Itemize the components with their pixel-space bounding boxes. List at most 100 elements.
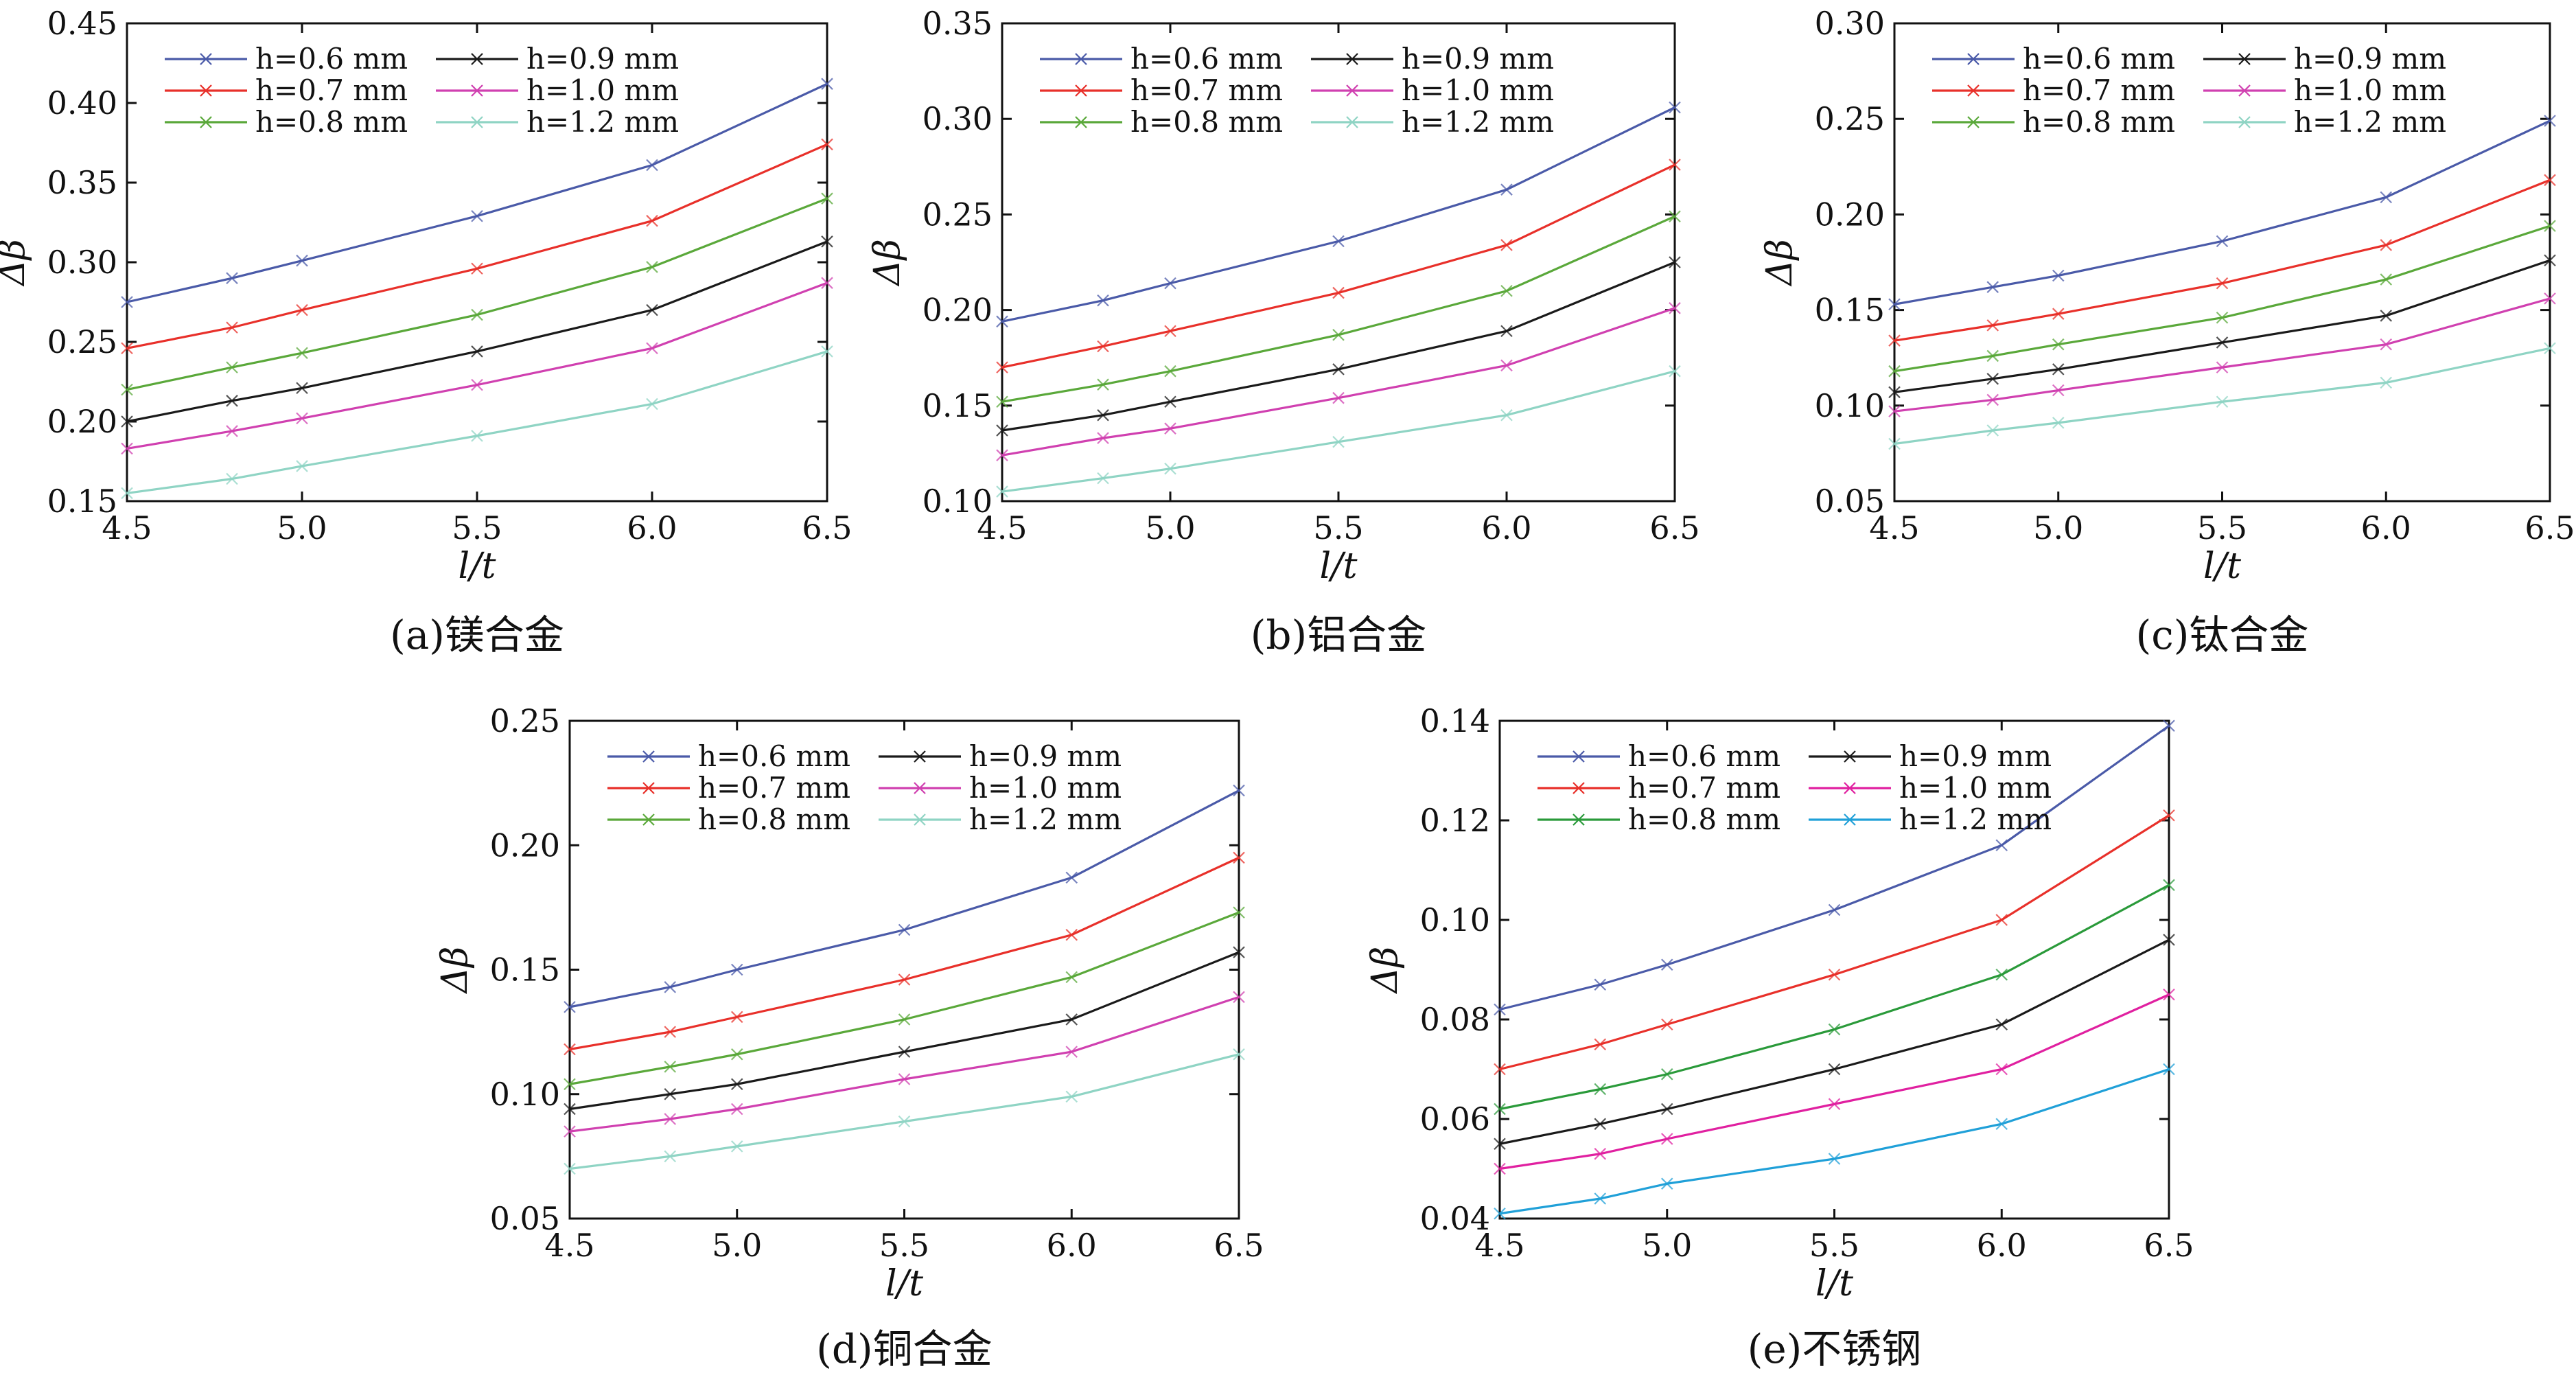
data-point-marker — [821, 192, 833, 205]
legend-entry: h=0.6 mm — [1040, 42, 1283, 76]
plot-frame — [126, 22, 828, 503]
series-6 — [121, 345, 833, 500]
legend-entry: h=1.2 mm — [2203, 105, 2446, 139]
data-point-marker — [2544, 115, 2556, 127]
legend-label: h=0.8 mm — [255, 105, 408, 139]
legend-swatch-marker — [914, 782, 926, 794]
x-tick-label: 4.5 — [544, 1227, 594, 1264]
y-tick-label: 0.12 — [1420, 802, 1490, 839]
y-tick-label: 0.10 — [923, 483, 993, 520]
data-point-marker — [2052, 417, 2065, 429]
data-point-marker — [471, 378, 483, 391]
series-line — [126, 197, 828, 391]
chart-panel-1: 4.5 5.0 5.5 6.0 6.5 0.15 0.20 0.25 0.30 0.35 0.40 0… — [0, 5, 852, 658]
data-point-marker — [996, 361, 1008, 373]
legend-entry: h=0.8 mm — [1040, 105, 1283, 139]
data-point-marker — [1494, 1063, 1506, 1076]
data-point-marker — [1065, 871, 1078, 884]
legend-entry: h=0.9 mm — [1809, 739, 2052, 773]
data-point-marker — [2216, 336, 2229, 349]
series-2 — [564, 851, 1245, 1056]
legend-swatch-marker — [471, 53, 483, 65]
legend-label: h=0.9 mm — [1899, 739, 2052, 773]
legend-label: h=0.6 mm — [255, 42, 408, 76]
legend-swatch-marker — [914, 814, 926, 826]
x-tick-label: 5.0 — [1145, 509, 1195, 546]
data-point-marker — [646, 261, 658, 273]
legend-entry: h=1.0 mm — [1311, 73, 1554, 107]
y-tick-label: 0.05 — [490, 1200, 560, 1237]
y-tick-label: 0.45 — [47, 5, 117, 42]
x-tick-label: 4.5 — [1474, 1227, 1524, 1264]
series-line — [1894, 347, 2551, 446]
data-point-marker — [1164, 395, 1176, 408]
series-line — [1001, 370, 1675, 493]
data-point-marker — [1065, 1090, 1078, 1103]
panel-caption: (d)铜合金 — [816, 1326, 992, 1372]
data-point-marker — [646, 397, 658, 411]
data-point-marker — [1164, 325, 1176, 338]
legend-entry: h=0.7 mm — [1040, 73, 1283, 107]
legend-swatch-marker — [1075, 84, 1087, 97]
data-point-marker — [1097, 432, 1109, 444]
data-point-marker — [1669, 101, 1681, 114]
x-axis-label: l/t — [2203, 546, 2241, 587]
legend-entry: h=0.6 mm — [1538, 739, 1780, 773]
y-tick-label: 0.25 — [490, 702, 560, 739]
data-point-marker — [1233, 784, 1245, 797]
series-1 — [121, 78, 833, 308]
legend-entry: h=0.9 mm — [436, 42, 679, 76]
x-tick-label: 6.5 — [802, 509, 852, 546]
data-point-marker — [2163, 988, 2175, 1001]
data-point-marker — [1500, 183, 1513, 196]
data-point-marker — [646, 342, 658, 355]
y-tick-label: 0.20 — [1815, 196, 1885, 233]
data-point-marker — [1660, 1177, 1673, 1190]
x-axis-label: l/t — [885, 1263, 923, 1304]
series-2 — [121, 138, 833, 355]
legend-swatch-marker — [1967, 116, 1980, 128]
legend-swatch-marker — [1346, 84, 1358, 97]
plot-frame — [568, 719, 1240, 1220]
data-point-marker — [1494, 1003, 1506, 1016]
legend-label: h=0.9 mm — [526, 42, 679, 76]
series-line — [1894, 224, 2551, 373]
y-tick-label: 0.40 — [47, 84, 117, 122]
series-line — [1001, 163, 1675, 369]
legend-label: h=0.7 mm — [1130, 73, 1283, 107]
data-point-marker — [821, 138, 833, 151]
data-point-marker — [1986, 424, 1999, 437]
data-point-marker — [2052, 269, 2065, 282]
legend-label: h=0.6 mm — [2023, 42, 2175, 76]
data-point-marker — [2544, 220, 2556, 232]
data-point-marker — [1494, 1103, 1506, 1116]
series-line — [1894, 178, 2551, 342]
data-point-marker — [1828, 1098, 1841, 1111]
data-point-marker — [1888, 437, 1901, 450]
data-point-marker — [1594, 1038, 1607, 1051]
data-point-marker — [1828, 968, 1841, 981]
data-point-marker — [1233, 946, 1245, 958]
data-point-marker — [471, 262, 483, 275]
data-point-marker — [1164, 277, 1176, 290]
x-tick-label: 6.5 — [1649, 509, 1699, 546]
x-tick-label: 5.5 — [2197, 509, 2247, 546]
legend-entry: h=1.0 mm — [879, 771, 1122, 805]
legend-swatch-marker — [1075, 116, 1087, 128]
data-point-marker — [1233, 991, 1245, 1004]
data-point-marker — [1594, 1083, 1607, 1096]
x-tick-label: 4.5 — [977, 509, 1027, 546]
y-tick-label: 0.30 — [923, 100, 993, 137]
series-line — [1499, 938, 2170, 1145]
series-line — [569, 951, 1240, 1111]
legend-entry: h=0.7 mm — [1538, 771, 1780, 805]
data-point-marker — [1986, 393, 1999, 406]
series-line — [1001, 215, 1675, 403]
data-point-marker — [1828, 1063, 1841, 1076]
x-tick-label: 5.0 — [1642, 1227, 1692, 1264]
legend-label: h=1.0 mm — [526, 73, 679, 107]
data-point-marker — [296, 382, 308, 395]
legend-label: h=1.2 mm — [526, 105, 679, 139]
legend-label: h=0.6 mm — [1130, 42, 1283, 76]
data-point-marker — [296, 303, 308, 316]
